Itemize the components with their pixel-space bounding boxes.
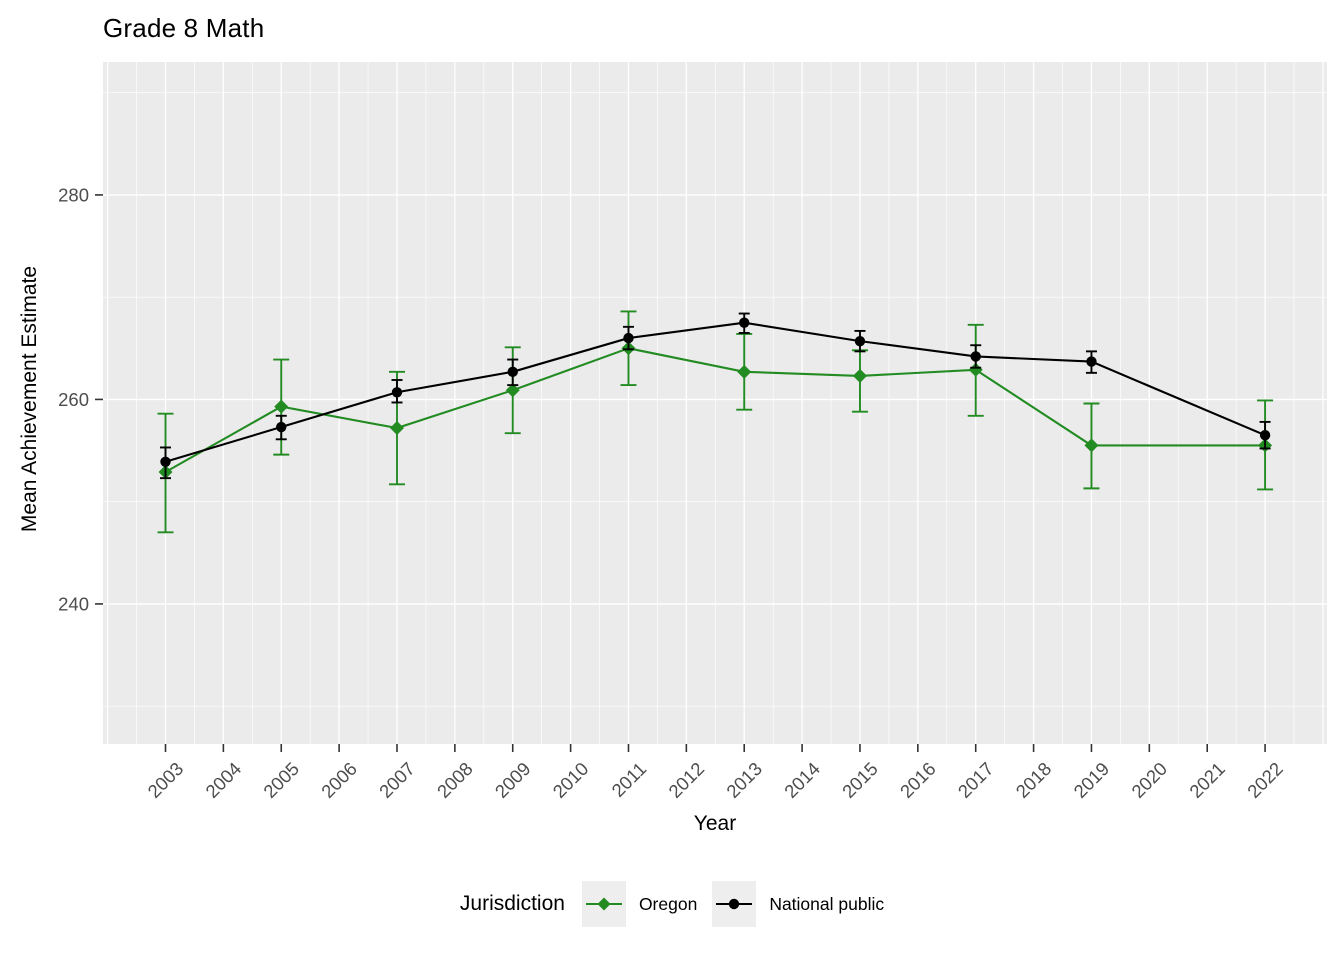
legend-item-national-public: National public	[712, 881, 884, 927]
data-point-national-public	[1086, 356, 1097, 367]
data-point-national-public	[507, 366, 518, 378]
x-tick-label: 2014	[780, 758, 824, 802]
data-point-oregon	[505, 383, 520, 398]
x-tick-label: 2004	[201, 758, 245, 802]
y-tick-label: 280	[58, 184, 89, 205]
data-point-oregon	[274, 399, 289, 414]
data-point-national-public	[276, 421, 287, 433]
x-tick-label: 2008	[433, 758, 477, 802]
x-tick-label: 2005	[259, 758, 303, 802]
legend: Jurisdiction Oregon National public	[0, 881, 1344, 927]
legend-label-national-public: National public	[769, 893, 885, 914]
chart-title: Grade 8 Math	[103, 13, 265, 43]
data-point-national-public	[739, 317, 750, 328]
legend-items: Oregon National public	[581, 881, 884, 927]
x-tick-label: 2015	[838, 758, 882, 802]
legend-glyph-oregon	[585, 897, 622, 911]
x-tick-label: 2013	[722, 758, 766, 802]
data-point-national-public	[1259, 430, 1271, 441]
x-tick-label: 2019	[1069, 758, 1113, 802]
y-tick-label: 260	[58, 389, 89, 410]
legend-key-national-public	[712, 881, 757, 927]
x-tick-label: 2009	[491, 758, 535, 802]
data-point-oregon	[737, 364, 752, 379]
legend-label-oregon: Oregon	[638, 893, 698, 914]
x-tick-label: 2010	[548, 758, 592, 802]
y-tick-label: 240	[58, 593, 89, 614]
x-tick-label: 2022	[1243, 758, 1287, 802]
x-tick-label: 2016	[896, 758, 940, 802]
data-point-national-public	[391, 387, 403, 398]
legend-item-oregon: Oregon	[581, 881, 698, 927]
data-point-oregon	[852, 368, 867, 383]
x-tick-label: 2003	[143, 758, 187, 802]
legend-key-oregon	[581, 881, 626, 927]
x-tick-label: 2018	[1011, 758, 1055, 802]
data-point-national-public	[623, 332, 634, 344]
x-axis-title: Year	[693, 812, 737, 835]
x-tick-label: 2006	[317, 758, 361, 802]
plot-canvas: 240 260 280 2003 2004 2005 2006 2007 2008 2009 201…	[58, 62, 1327, 802]
data-point-oregon	[1084, 438, 1099, 453]
x-tick-label: 2011	[607, 758, 650, 801]
data-point-national-public	[854, 335, 866, 347]
x-tick-label: 2012	[664, 758, 708, 802]
legend-glyph-national-public	[716, 898, 753, 910]
data-point-national-public	[970, 351, 981, 362]
legend-title: Jurisdiction	[459, 892, 565, 915]
x-tick-label: 2021	[1185, 758, 1229, 802]
series-line-oregon	[164, 347, 1266, 473]
data-point-oregon	[389, 421, 404, 436]
data-point-oregon	[968, 362, 983, 377]
x-tick-label: 2020	[1127, 758, 1171, 802]
data-point-national-public	[160, 456, 171, 467]
x-tick-label: 2007	[375, 758, 419, 802]
series-line-national-public	[165, 321, 1266, 463]
x-tick-label: 2017	[954, 758, 998, 802]
